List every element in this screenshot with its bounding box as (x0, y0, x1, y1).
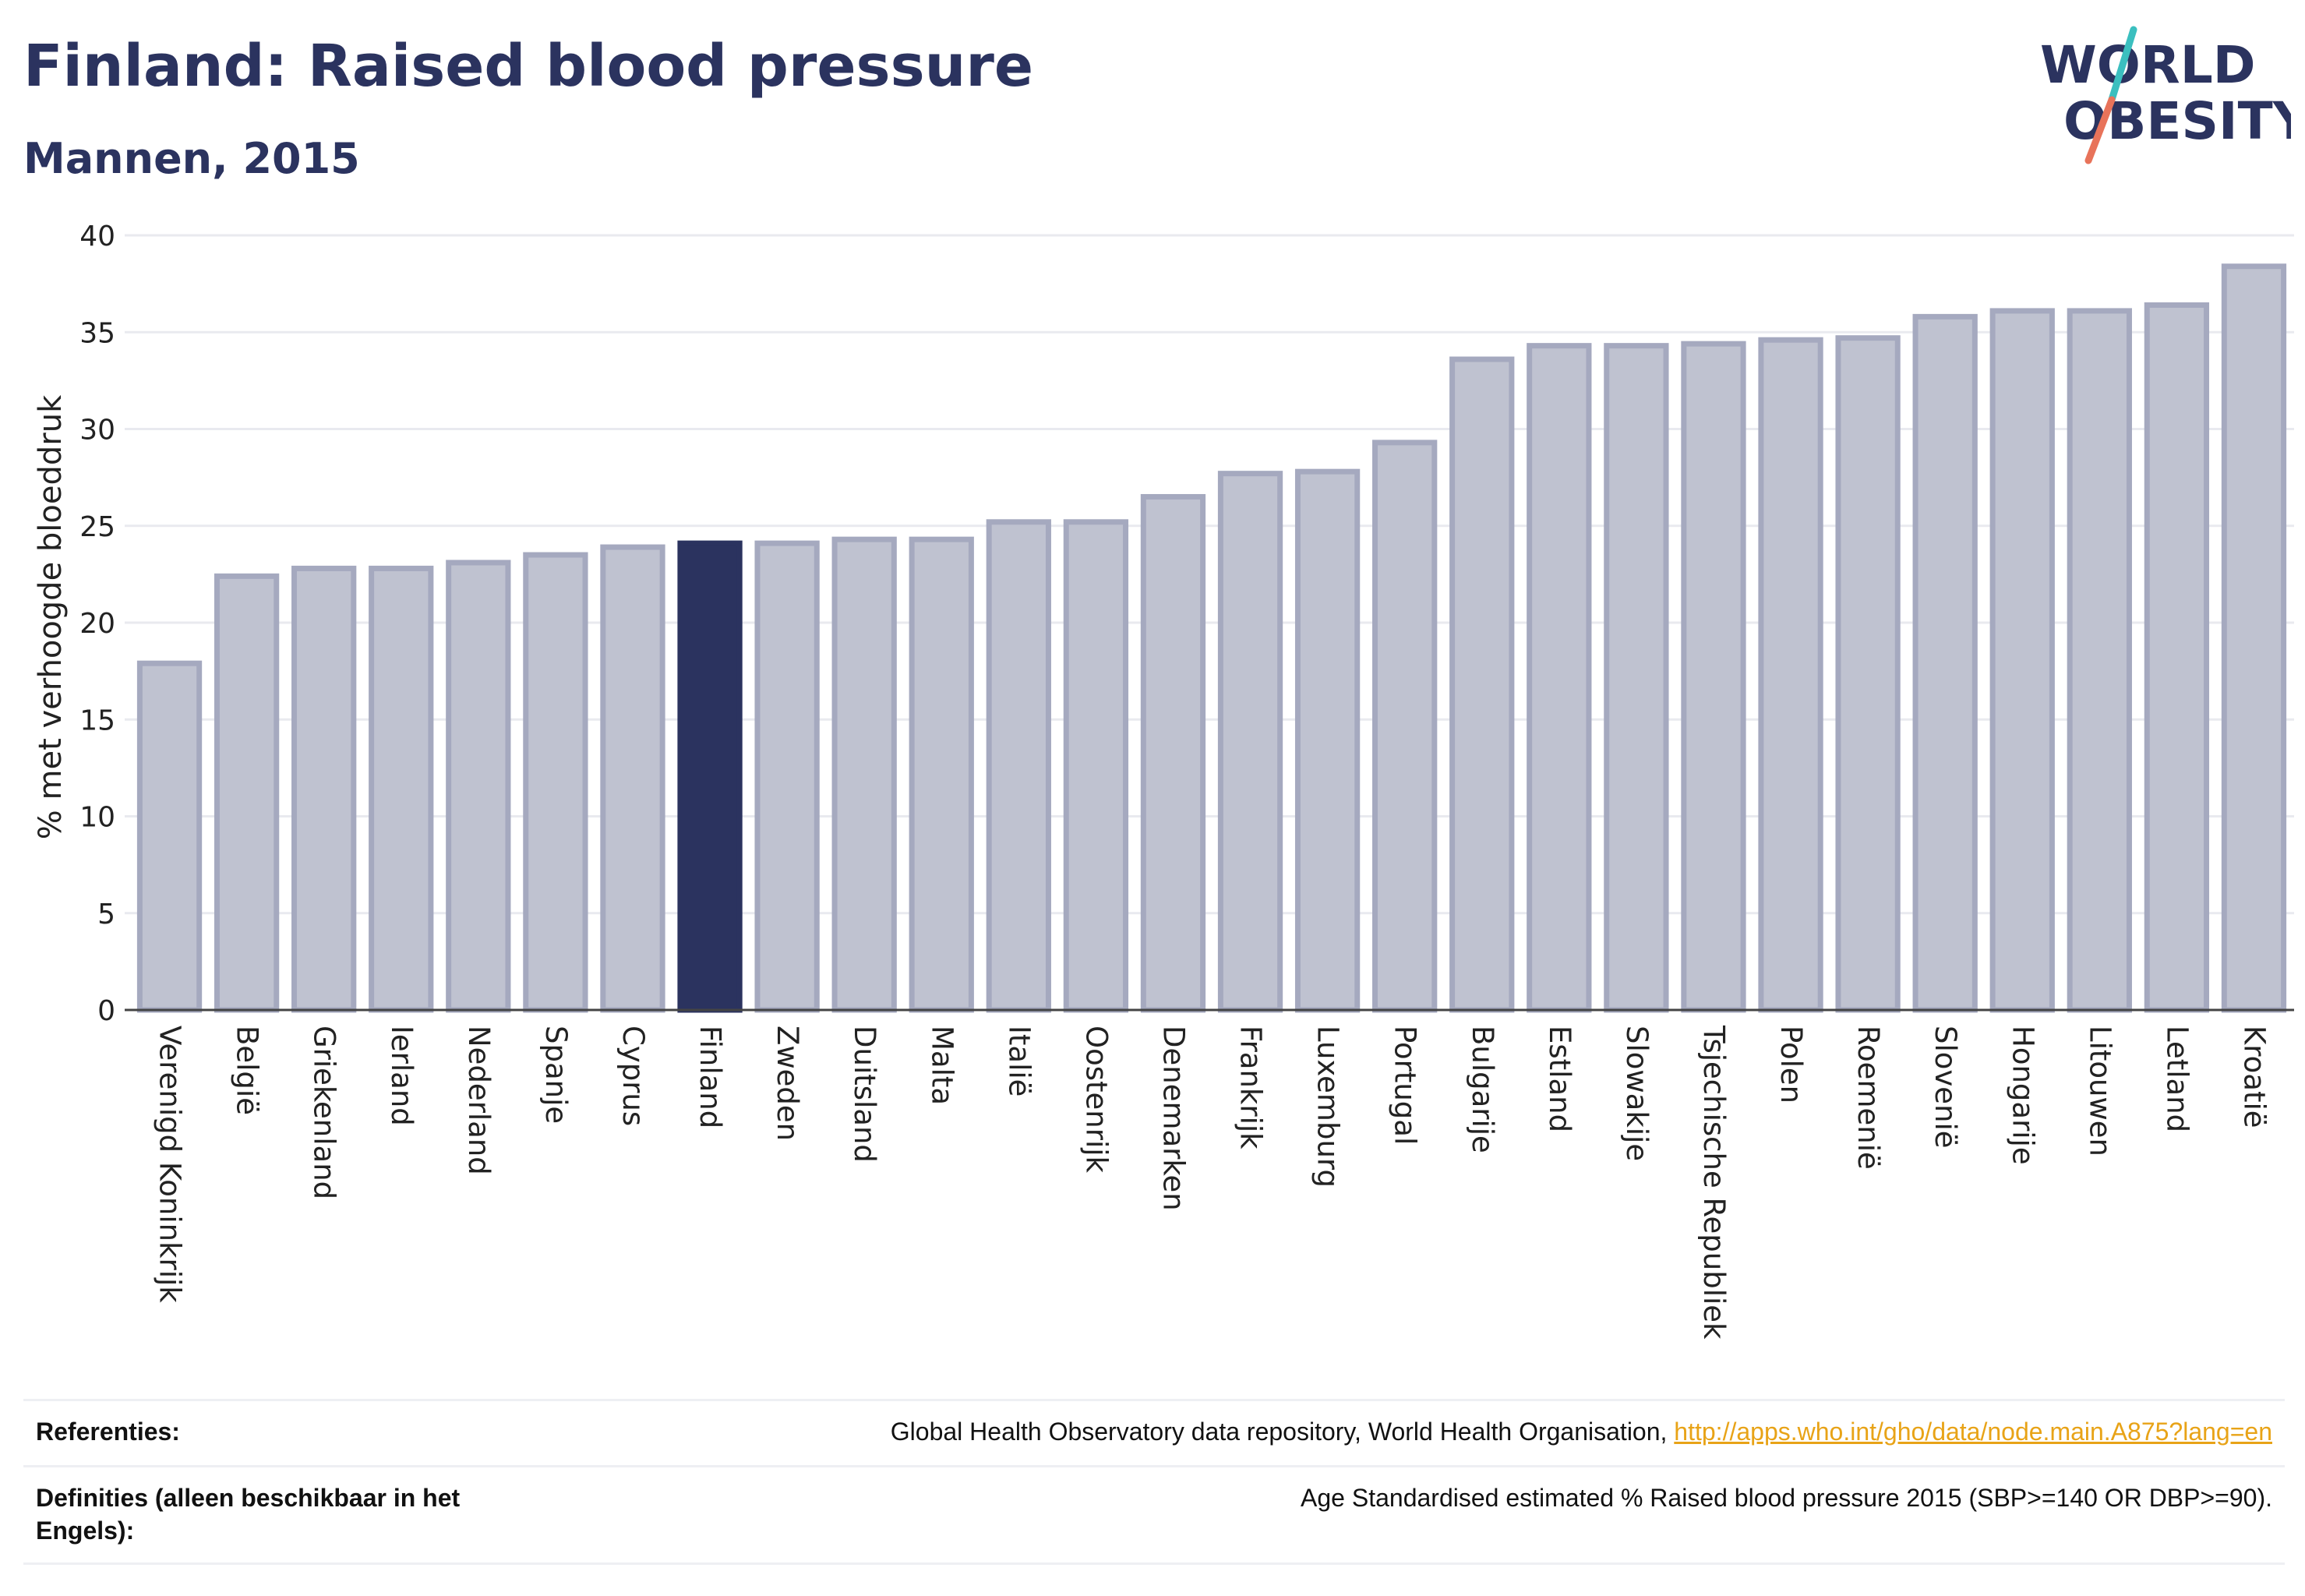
bar-oostenrijk[interactable] (1063, 519, 1129, 1013)
logo-slash-top (2108, 26, 2137, 104)
references-text: Global Health Observatory data repositor… (890, 1418, 1675, 1446)
bar-letland[interactable] (2144, 302, 2210, 1013)
x-tick-label: Duitsland (848, 1026, 881, 1163)
y-tick-label: 40 (79, 221, 115, 252)
x-tick-label: Cyprus (616, 1026, 650, 1126)
bar-tsjechische-republiek[interactable] (1681, 341, 1746, 1013)
bar-ierland[interactable] (369, 565, 434, 1013)
x-tick-label: Roemenië (1851, 1026, 1885, 1170)
bar-polen[interactable] (1758, 337, 1823, 1013)
bar-duitsland[interactable] (831, 536, 897, 1013)
bar-griekenland[interactable] (291, 565, 357, 1013)
y-tick-labels: 0 5 10 15 20 25 30 35 40 (79, 221, 115, 1027)
bar-chart: 0 5 10 15 20 25 30 35 40 Verenigd Koninkrijk Belg… (33, 221, 2294, 1340)
x-tick-label: Italië (1002, 1026, 1036, 1096)
bar-luxemburg[interactable] (1294, 468, 1361, 1013)
x-tick-label: Estland (1543, 1026, 1576, 1132)
x-tick-label: Polen (1774, 1026, 1808, 1103)
x-tick-label: Malta (925, 1026, 958, 1105)
y-tick-label: 35 (79, 317, 115, 349)
bar-nederland[interactable] (446, 560, 511, 1013)
bar-verenigd-koninkrijk[interactable] (136, 660, 203, 1013)
references-value: Global Health Observatory data repositor… (891, 1415, 2272, 1448)
x-tick-label: België (231, 1026, 264, 1115)
x-tick-label: Bulgarije (1466, 1026, 1499, 1153)
definitions-value: Age Standardised estimated % Raised bloo… (1301, 1484, 2272, 1512)
bar-italië[interactable] (986, 519, 1051, 1013)
bar-frankrijk[interactable] (1217, 471, 1283, 1013)
bar-belgië[interactable] (214, 573, 280, 1013)
x-tick-label: Verenigd Koninkrijk (154, 1026, 187, 1303)
x-tick-label: Luxemburg (1311, 1026, 1345, 1188)
x-tick-label: Spanje (539, 1026, 573, 1124)
references-link[interactable]: http://apps.who.int/gho/data/node.main.A… (1674, 1418, 2272, 1446)
x-tick-label: Nederland (462, 1026, 496, 1175)
y-axis-label: % met verhoogde bloeddruk (33, 394, 69, 839)
references-row: Referenties: Global Health Observatory d… (23, 1399, 2285, 1465)
y-tick-label: 5 (97, 899, 115, 930)
bar-hongarije[interactable] (1989, 308, 2055, 1013)
bar-estland[interactable] (1527, 343, 1592, 1013)
y-tick-label: 25 (79, 511, 115, 543)
bar-slowakije[interactable] (1604, 343, 1669, 1013)
logo-slash-bottom (2084, 96, 2116, 164)
y-tick-label: 20 (79, 608, 115, 640)
definitions-label: Definities (alleen beschikbaar in het En… (36, 1484, 461, 1545)
bar-roemenië[interactable] (1835, 335, 1901, 1013)
logo-line-1: WORLD (2040, 35, 2256, 95)
x-tick-label: Slovenië (1929, 1026, 1962, 1149)
chart-subtitle: Mannen, 2015 (23, 134, 360, 183)
bar-bulgarije[interactable] (1449, 356, 1515, 1013)
bar-portugal[interactable] (1372, 440, 1438, 1013)
bar-cyprus[interactable] (600, 544, 665, 1013)
x-tick-label: Ierland (385, 1026, 418, 1126)
x-tick-label: Finland (694, 1026, 727, 1128)
definitions-row: Definities (alleen beschikbaar in het En… (23, 1465, 2285, 1565)
bar-spanje[interactable] (523, 552, 588, 1013)
x-tick-label: Litouwen (2083, 1026, 2116, 1156)
bar-slovenië[interactable] (1912, 313, 1978, 1013)
x-tick-label: Oostenrijk (1079, 1026, 1113, 1174)
x-tick-labels: Verenigd Koninkrijk België Griekenland Ierl… (154, 1025, 2271, 1340)
x-tick-label: Zweden (771, 1026, 804, 1141)
bars (136, 263, 2287, 1013)
bar-malta[interactable] (909, 536, 974, 1013)
references-label: Referenties: (36, 1418, 180, 1446)
x-tick-label: Letland (2160, 1026, 2194, 1132)
x-tick-label: Tsjechische Republiek (1697, 1025, 1731, 1340)
world-obesity-logo: WORLD OBESITY (2040, 26, 2291, 164)
x-tick-label: Hongarije (2006, 1026, 2039, 1165)
bar-litouwen[interactable] (2067, 308, 2132, 1013)
y-tick-label: 15 (79, 704, 115, 736)
bar-kroatië[interactable] (2221, 263, 2287, 1013)
bar-zweden[interactable] (754, 540, 820, 1013)
x-tick-label: Denemarken (1156, 1026, 1190, 1211)
y-tick-label: 10 (79, 802, 115, 834)
x-tick-label: Frankrijk (1234, 1026, 1268, 1149)
bar-finland[interactable] (677, 540, 743, 1013)
y-tick-label: 30 (79, 415, 115, 447)
bar-denemarken[interactable] (1140, 493, 1206, 1013)
references-table: Referenties: Global Health Observatory d… (23, 1399, 2285, 1565)
x-tick-label: Portugal (1389, 1026, 1422, 1145)
x-tick-label: Griekenland (308, 1026, 341, 1199)
y-tick-label: 0 (97, 995, 115, 1027)
chart-title: Finland: Raised blood pressure (23, 33, 1034, 100)
x-tick-label: Slowakije (1620, 1026, 1654, 1161)
x-tick-label: Kroatië (2237, 1026, 2271, 1128)
